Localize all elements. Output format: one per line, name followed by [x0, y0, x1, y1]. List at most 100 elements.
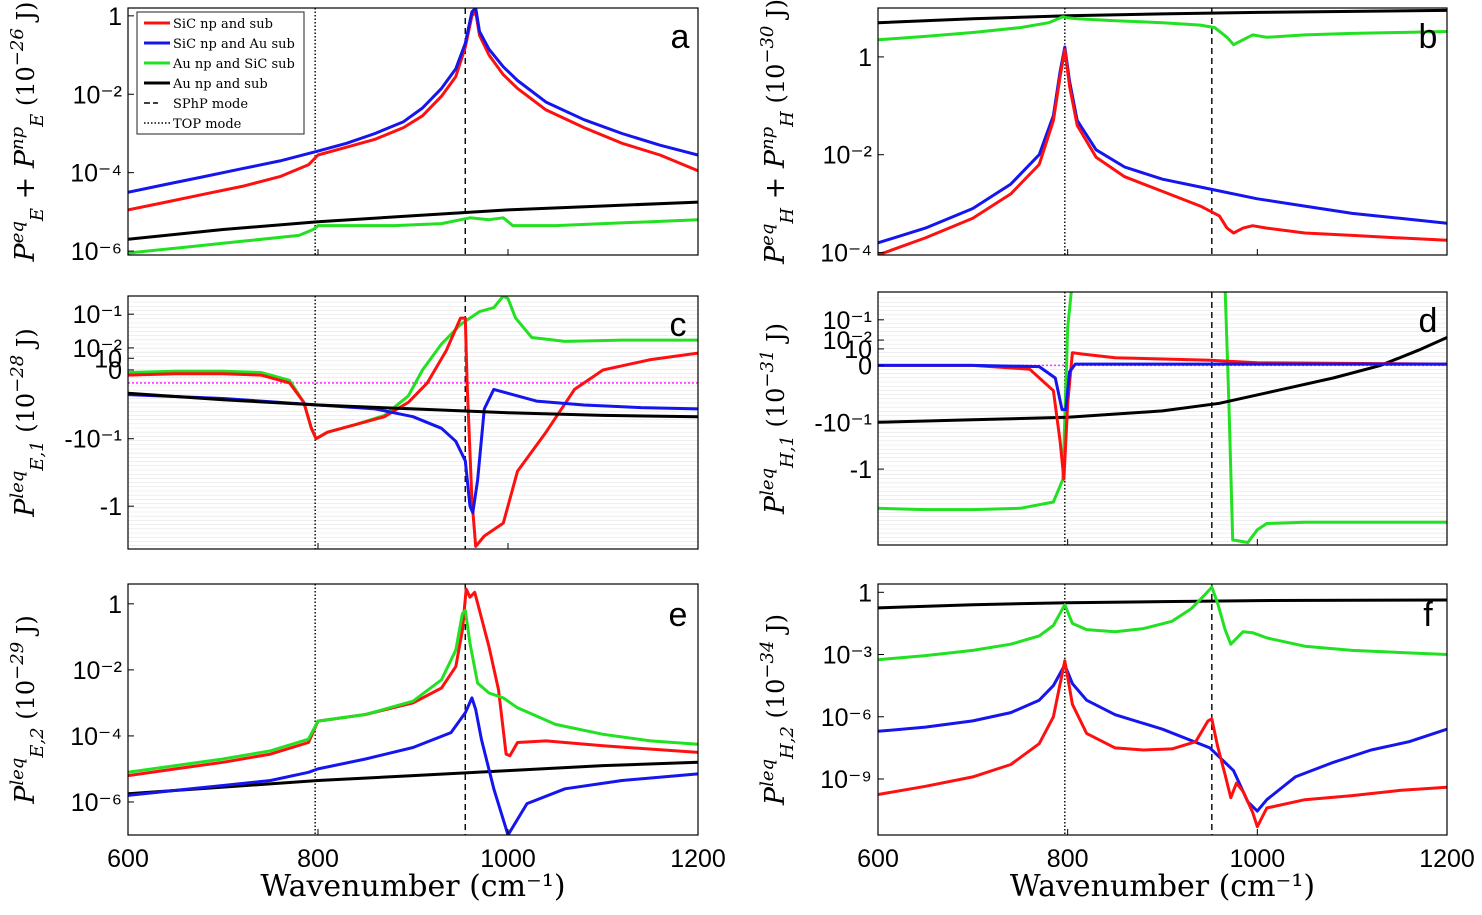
legend-entry: Au np and sub [172, 77, 268, 92]
series-line-au-np-and-sic-sub [128, 296, 698, 441]
series-line-au-np-and-sub [128, 391, 698, 419]
series-line-au-np-and-sic-sub [878, 585, 1447, 662]
series-line-sic-np-and-sub [878, 659, 1447, 829]
y-tick-label: 1 [108, 3, 122, 31]
legend-entry: SiC np and sub [173, 17, 273, 32]
x-tick-label: 600 [857, 845, 899, 873]
grid-lines [878, 297, 1447, 542]
y-tick-label: -10⁻¹ [64, 426, 122, 454]
panel-e: 600 800 1000 1200 1 10⁻² 10⁻⁴ 10⁻⁶ Wavenumber (c… [7, 583, 726, 904]
panel-label: d [1419, 302, 1438, 340]
series-line-au-np-and-sic-sub [128, 608, 698, 774]
series-line-au-np-and-sic-sub [878, 292, 1447, 544]
legend-box [136, 11, 305, 135]
legend: SiC np and sub SiC np and Au sub Au np and… [136, 11, 305, 135]
series-line-sic-np-and-au-sub [128, 8, 698, 194]
series-group [128, 587, 698, 835]
panel-label: a [671, 18, 690, 56]
y-axis-title: PeqE + PnpE (10−26 J) [7, 2, 48, 263]
y-tick-label: 1 [858, 579, 872, 607]
series-group [128, 296, 698, 548]
series-group [878, 8, 1447, 255]
series-group [128, 8, 698, 255]
legend-entry: SPhP mode [173, 97, 248, 112]
axes-frame [877, 583, 1448, 836]
panel-b: 1 10⁻² 10⁻⁴ PeqH + PnpH (10−30 J) b [757, 0, 1448, 268]
panel-label: b [1419, 18, 1438, 56]
y-axis-title: PleqE,2 (10−29 J) [7, 615, 48, 805]
series-line-au-np-and-sub [878, 598, 1447, 610]
y-tick-label: 10⁻² [73, 335, 122, 363]
y-tick-label: 10 [94, 345, 122, 373]
series-line-au-np-and-sic-sub [878, 15, 1447, 47]
y-tick-label: 10⁻³ [823, 642, 872, 670]
y-axis-title: PeqH + PnpH (10−30 J) [757, 0, 798, 265]
y-tick-label: 10⁻² [823, 142, 872, 170]
x-tick-label: 600 [107, 845, 149, 873]
series-line-sic-np-and-sub [128, 316, 698, 548]
series-line-au-np-and-sub [128, 760, 698, 796]
panel-a: 1 10⁻² 10⁻⁴ 10⁻⁶ PeqE + PnpE (10−26 J) a [7, 2, 699, 266]
y-axis-title: PleqH,2 (10−34 J) [757, 614, 798, 806]
y-tick-label: 10⁻² [73, 657, 122, 685]
y-tick-label: -1 [850, 456, 872, 484]
y-tick-label: 10⁻¹ [823, 307, 872, 335]
y-tick-label: 10 [844, 336, 872, 364]
y-tick-label: 1 [858, 44, 872, 72]
y-axis-title: PleqE,1 (10−28 J) [7, 328, 48, 518]
series-line-sic-np-and-sub [128, 587, 698, 778]
axes-frame [127, 583, 699, 836]
series-line-au-np-and-sic-sub [128, 216, 698, 255]
series-line-sic-np-and-sub [878, 48, 1447, 255]
series-group [878, 292, 1447, 544]
series-line-sic-np-and-au-sub [878, 362, 1447, 412]
x-tick-label: 1200 [1419, 845, 1475, 873]
series-line-sic-np-and-au-sub [878, 45, 1447, 245]
y-tick-label: -1 [100, 493, 122, 521]
x-tick-label: 1000 [1230, 845, 1286, 873]
y-tick-label: 0 [108, 357, 122, 385]
x-tick-label: 800 [1047, 845, 1089, 873]
x-axis-title: Wavenumber (cm⁻¹) [260, 869, 565, 904]
y-tick-label: 10⁻⁶ [71, 789, 122, 817]
axes-frame [877, 291, 1448, 546]
axes-frame [127, 295, 699, 550]
series-line-au-np-and-sub [128, 200, 698, 241]
panel-label: e [669, 596, 688, 634]
y-tick-label: 0 [858, 352, 872, 380]
grid-lines [128, 301, 698, 546]
panel-label: f [1423, 596, 1433, 634]
y-tick-label: 10⁻⁴ [70, 723, 122, 751]
y-tick-label: 10⁻⁴ [820, 240, 872, 268]
series-line-au-np-and-sub [878, 336, 1447, 424]
y-tick-label: 10⁻⁶ [821, 704, 872, 732]
y-tick-label: -10⁻¹ [814, 409, 872, 437]
y-tick-label: 10⁻⁴ [70, 160, 122, 188]
x-tick-label: 1000 [480, 845, 536, 873]
panel-label: c [670, 306, 687, 344]
y-axis-title: PleqH,1 (10−31 J) [757, 323, 798, 515]
y-tick-label: 1 [108, 591, 122, 619]
panel-f: 600 800 1000 1200 1 10⁻³ 10⁻⁶ 10⁻⁹ Wavenumber (c… [757, 579, 1475, 904]
axes-frame [877, 7, 1448, 256]
y-tick-label: 10⁻⁶ [71, 238, 122, 266]
axes-frame [127, 7, 699, 256]
y-tick-label: 10⁻⁹ [820, 766, 872, 794]
series-line-au-np-and-sub [878, 8, 1447, 25]
series-line-sic-np-and-au-sub [878, 663, 1447, 813]
series-line-sic-np-and-sub [128, 10, 698, 212]
x-tick-label: 1200 [670, 845, 726, 873]
y-tick-label: 10⁻² [823, 327, 872, 355]
series-group [878, 585, 1447, 829]
x-axis-title: Wavenumber (cm⁻¹) [1010, 869, 1315, 904]
x-tick-label: 800 [297, 845, 339, 873]
legend-entry: SiC np and Au sub [173, 37, 295, 52]
y-tick-label: 10⁻² [73, 81, 122, 109]
legend-entry: TOP mode [173, 117, 242, 132]
legend-entry: Au np and SiC sub [172, 57, 295, 72]
y-tick-label: 10⁻¹ [73, 301, 122, 329]
series-line-sic-np-and-au-sub [128, 696, 698, 835]
